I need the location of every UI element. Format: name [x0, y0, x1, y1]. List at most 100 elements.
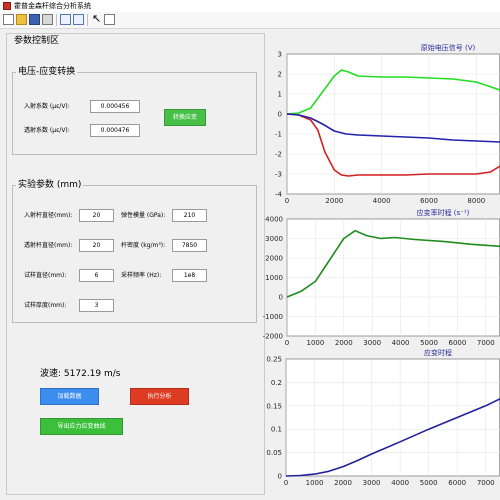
toolbar-separator — [87, 14, 88, 26]
strain-plot: 应变时程 0 1000 2000 3000 4000 5000 6000 7000 0 0.05 0… — [266, 348, 500, 487]
panel-title: 参数控制区 — [12, 36, 62, 46]
new-file-icon[interactable] — [3, 14, 14, 25]
transmit-diameter-input[interactable]: 20 — [79, 239, 114, 252]
y-tick-label: -1 — [275, 131, 282, 139]
chart-title: 原始电压信号 (V) — [421, 43, 476, 52]
voltage-signal-chart[interactable]: 原始电压信号 (V) 0 2000 4000 6000 8000 -4 -3 -2 -1 0 1 2 3 — [268, 40, 500, 210]
x-tick-label: 6000 — [448, 479, 466, 487]
y-tick-label: -1000 — [263, 313, 283, 321]
y-tick-label: 4000 — [265, 216, 283, 224]
y-tick-label: -2000 — [263, 333, 283, 341]
x-tick-label: 2000 — [335, 339, 353, 347]
y-tick-label: -3 — [275, 171, 282, 179]
wave-speed-label: 波速: — [40, 369, 62, 379]
title-bar: 霍普金森杆综合分析系统 — [0, 0, 500, 12]
series-line — [286, 113, 500, 177]
sample-thickness-input[interactable]: 3 — [79, 299, 114, 312]
series-line — [286, 69, 500, 115]
y-tick-label: 0.2 — [271, 379, 282, 387]
density-label: 杆密度 (kg/m³): — [121, 242, 166, 249]
x-tick-label: 6000 — [448, 339, 466, 347]
x-tick-label: 6000 — [420, 197, 438, 205]
y-tick-label: 3 — [278, 51, 282, 59]
y-tick-label: -4 — [275, 191, 283, 199]
save-icon[interactable] — [29, 14, 40, 25]
toolbar-separator — [56, 14, 57, 26]
sampling-rate-label: 采样频率 (Hz): — [121, 272, 162, 279]
x-tick-label: 7000 — [477, 339, 495, 347]
sample-diameter-input[interactable]: 6 — [79, 269, 114, 282]
wave-speed-value: 5172.19 m/s — [63, 369, 121, 379]
data-cursor-icon[interactable] — [60, 14, 71, 25]
plot-area — [285, 358, 500, 477]
x-tick-label: 5000 — [420, 479, 438, 487]
x-tick-label: 0 — [285, 339, 289, 347]
strain-rate-plot: 应变率时程 (s⁻¹) 0 1000 2000 3000 4000 5000 6000 700… — [263, 208, 500, 347]
x-tick-label: 0 — [284, 479, 288, 487]
series-line — [285, 398, 500, 477]
x-tick-label: 1000 — [306, 339, 324, 347]
transmit-coef-label: 透射系数 (με/V): — [24, 127, 70, 134]
inspector-icon[interactable] — [104, 14, 115, 25]
toolbar: ↖ — [0, 12, 500, 29]
sampling-rate-input[interactable]: 1e8 — [172, 269, 207, 282]
x-tick-label: 3000 — [363, 339, 381, 347]
app-icon — [3, 2, 11, 10]
layout-icon[interactable] — [73, 14, 84, 25]
convert-strain-button[interactable]: 转换应变 — [164, 109, 206, 126]
elastic-modulus-label: 弹性模量 (GPa): — [121, 212, 166, 219]
chart-title: 应变时程 — [424, 348, 452, 357]
y-tick-label: 2000 — [265, 255, 283, 263]
y-tick-label: 0.1 — [271, 426, 282, 434]
y-tick-label: -2 — [275, 151, 282, 159]
series-line — [286, 229, 500, 298]
x-tick-label: 4000 — [391, 479, 409, 487]
experiment-group-title: 实验参数 (mm) — [16, 180, 84, 190]
chart-title: 应变率时程 (s⁻¹) — [417, 208, 470, 217]
y-tick-label: 0.25 — [266, 356, 282, 364]
x-tick-label: 7000 — [477, 479, 495, 487]
x-tick-label: 2000 — [325, 197, 343, 205]
pointer-icon[interactable]: ↖ — [92, 12, 102, 25]
y-tick-label: 0.15 — [266, 402, 282, 410]
y-tick-label: 3000 — [265, 235, 283, 243]
voltage-signal-plot: 原始电压信号 (V) 0 2000 4000 6000 8000 -4 -3 -2 -1 0 1 2 3 — [275, 43, 500, 205]
experiment-params-group — [12, 185, 257, 323]
load-data-button[interactable]: 加载数据 — [40, 388, 99, 405]
open-folder-icon[interactable] — [16, 14, 27, 25]
x-tick-label: 4000 — [392, 339, 410, 347]
run-analysis-button[interactable]: 执行分析 — [130, 388, 189, 405]
x-tick-label: 5000 — [420, 339, 438, 347]
y-tick-label: 0 — [279, 294, 283, 302]
y-tick-label: 1000 — [265, 274, 283, 282]
bar-diameter-label: 入射杆直径(mm): — [24, 212, 73, 219]
transmit-diameter-label: 透射杆直径(mm): — [24, 242, 73, 249]
y-tick-label: 1 — [278, 91, 282, 99]
x-tick-label: 3000 — [363, 479, 381, 487]
density-input[interactable]: 7850 — [172, 239, 207, 252]
wave-speed: 波速: 5172.19 m/s — [40, 368, 121, 380]
voltage-strain-group — [12, 72, 257, 155]
plot-area — [286, 53, 500, 195]
strain-chart[interactable]: 应变时程 0 1000 2000 3000 4000 5000 6000 7000 0 0.05 0… — [258, 346, 500, 500]
x-tick-label: 1000 — [306, 479, 324, 487]
bar-diameter-input[interactable]: 20 — [79, 209, 114, 222]
strain-rate-chart[interactable]: 应变率时程 (s⁻¹) 0 1000 2000 3000 4000 5000 6000 700… — [258, 205, 500, 355]
parameter-panel — [6, 33, 265, 495]
y-tick-label: 0.05 — [266, 449, 282, 457]
incident-coef-input[interactable]: 0.000456 — [90, 100, 140, 113]
series-line — [286, 113, 500, 143]
elastic-modulus-input[interactable]: 210 — [172, 209, 207, 222]
sample-thickness-label: 试样厚度(mm): — [24, 302, 67, 309]
voltage-group-title: 电压-应变转换 — [16, 67, 78, 77]
y-tick-label: 0 — [278, 111, 282, 119]
export-curve-button[interactable]: 导出应力应变曲线 — [40, 418, 123, 435]
transmit-coef-input[interactable]: 0.000476 — [90, 124, 140, 137]
y-tick-label: 2 — [278, 71, 282, 79]
y-tick-label: 0 — [278, 473, 282, 481]
x-tick-label: 2000 — [334, 479, 352, 487]
sample-diameter-label: 试样直径(mm): — [24, 272, 67, 279]
print-icon[interactable] — [42, 14, 53, 25]
x-tick-label: 0 — [285, 197, 289, 205]
x-tick-label: 8000 — [467, 197, 485, 205]
